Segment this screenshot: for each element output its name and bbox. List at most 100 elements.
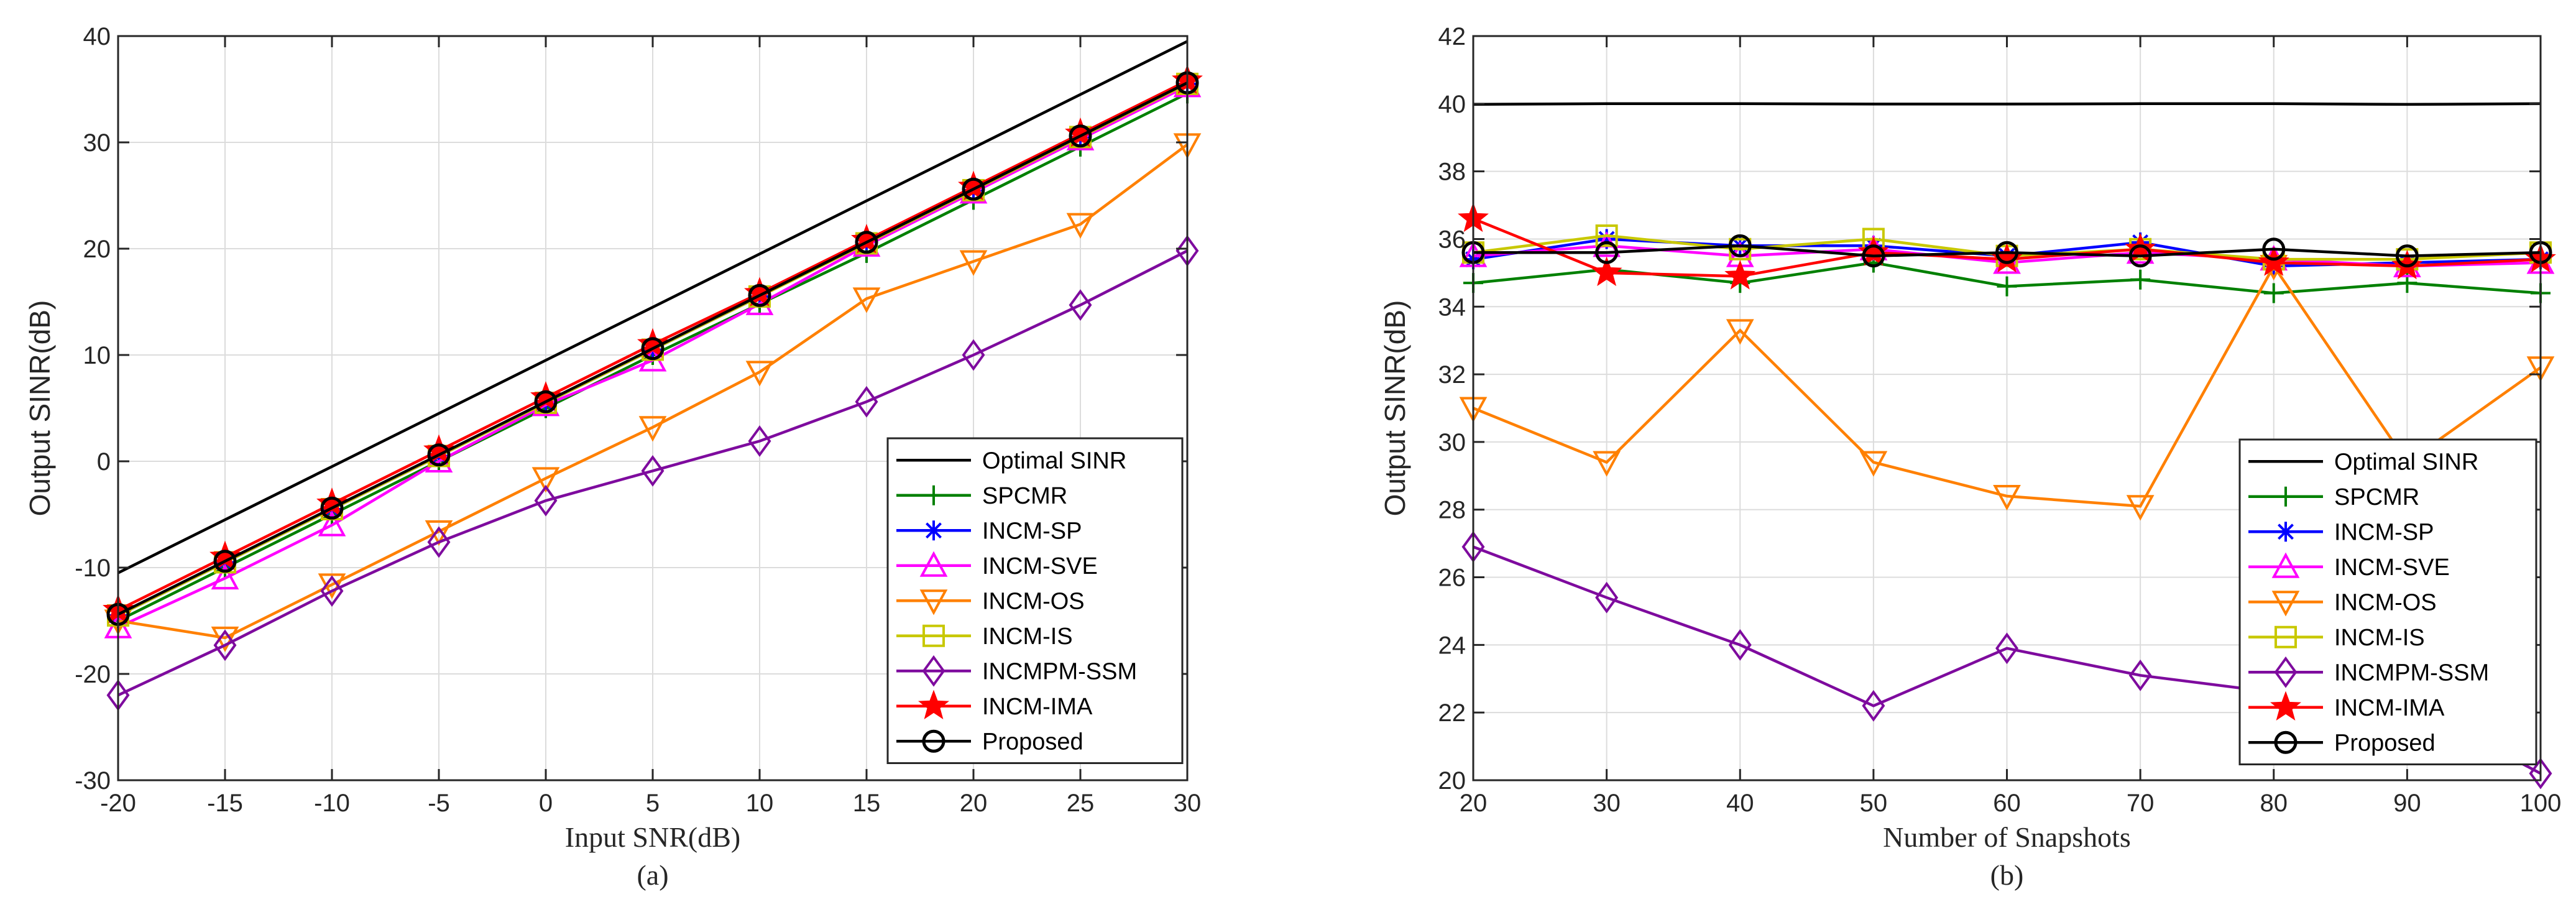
data-point — [318, 510, 346, 537]
data-point — [534, 484, 558, 517]
series-line — [1473, 244, 2541, 257]
data-point — [959, 250, 988, 276]
y-tick-label: 10 — [83, 342, 111, 369]
data-point — [211, 563, 239, 590]
legend-label: INCMPM-SSM — [982, 658, 1137, 684]
data-point — [641, 454, 665, 487]
data-point — [1596, 229, 1617, 249]
legend-label: Optimal SINR — [982, 448, 1126, 474]
y-tick-label: 38 — [1438, 159, 1466, 186]
x-tick-label: 30 — [1593, 790, 1621, 817]
y-tick-label: 20 — [1438, 767, 1466, 795]
x-tick-label: 30 — [1174, 790, 1202, 817]
data-point — [1066, 213, 1095, 239]
data-point — [851, 224, 882, 254]
data-point — [958, 170, 989, 201]
y-tick-label: 34 — [1438, 293, 1466, 321]
data-point — [1595, 581, 1619, 614]
data-point — [2262, 237, 2286, 261]
data-point — [1591, 256, 1622, 287]
data-point — [213, 550, 237, 573]
data-point — [2529, 757, 2552, 790]
data-point — [2128, 659, 2152, 691]
data-point — [213, 629, 237, 661]
data-point — [641, 337, 665, 361]
legend-label: INCM-OS — [982, 588, 1085, 614]
data-point — [2130, 269, 2151, 290]
data-point — [2258, 246, 2289, 276]
legend-label: INCM-SVE — [982, 553, 1098, 579]
x-tick-label: 20 — [960, 790, 988, 817]
series-line — [117, 249, 1189, 697]
legend-label: SPCMR — [2334, 484, 2419, 510]
y-tick-label: -20 — [75, 661, 111, 688]
x-tick-label: 100 — [2520, 790, 2562, 817]
data-point — [852, 287, 881, 313]
series-line — [117, 81, 1189, 616]
legend: Optimal SINR SPCMR INCM-SP INCM-SVE INCM-OS I… — [886, 437, 1184, 764]
x-tick-label: -15 — [207, 790, 243, 817]
data-point — [320, 496, 344, 520]
data-point — [962, 177, 985, 201]
legend-label: SPCMR — [982, 483, 1067, 509]
panel-caption: (b) — [1990, 859, 2024, 891]
data-point — [1069, 289, 1092, 321]
legend-marker — [2276, 486, 2296, 507]
data-point — [2126, 495, 2155, 521]
x-axis-label: Input SNR(dB) — [565, 821, 740, 853]
x-tick-label: -20 — [100, 790, 136, 817]
data-point — [427, 526, 451, 558]
x-tick-label: 70 — [2127, 790, 2155, 817]
y-tick-label: -10 — [75, 555, 111, 582]
legend-label: Optimal SINR — [2334, 449, 2478, 475]
legend-marker — [2276, 522, 2296, 542]
data-point — [1724, 260, 1756, 290]
legend-marker — [919, 551, 948, 577]
data-point — [1862, 244, 1885, 268]
data-point — [745, 361, 774, 387]
data-point — [744, 277, 775, 307]
y-axis-label: Output SINR(dB) — [24, 300, 56, 517]
legend-marker — [924, 485, 944, 505]
data-point — [1995, 632, 2018, 665]
x-axis-label: Number of Snapshots — [1883, 821, 2131, 853]
x-tick-label: 0 — [539, 790, 553, 817]
x-tick-label: 10 — [746, 790, 774, 817]
data-point — [1862, 689, 1885, 722]
data-point — [1997, 276, 2017, 297]
x-tick-label: 60 — [1993, 790, 2021, 817]
legend-marker — [2275, 625, 2297, 648]
legend-marker — [2274, 730, 2298, 754]
y-tick-label: 22 — [1438, 699, 1466, 727]
x-tick-label: -10 — [314, 790, 350, 817]
data-point — [1857, 236, 1889, 266]
y-tick-label: 36 — [1438, 226, 1466, 253]
data-point — [1993, 484, 2021, 511]
series-optimal-sinr — [117, 40, 1189, 574]
data-point — [962, 339, 985, 371]
legend-label: INCM-SP — [2334, 519, 2434, 545]
series-line — [1473, 263, 2542, 508]
legend-marker — [924, 520, 944, 541]
data-point — [1859, 451, 1888, 477]
legend-marker — [922, 655, 945, 687]
x-tick-label: 80 — [2260, 790, 2288, 817]
y-tick-label: 30 — [83, 129, 111, 157]
data-point — [1069, 124, 1092, 148]
legend-marker — [2271, 552, 2300, 578]
data-point — [1595, 241, 1619, 264]
data-point — [531, 467, 560, 493]
data-point — [1995, 241, 2018, 264]
legend-marker — [2271, 591, 2300, 617]
y-tick-label: -30 — [75, 767, 111, 795]
legend-label: INCM-SP — [982, 518, 1082, 544]
legend-marker — [919, 589, 948, 615]
legend-marker — [2270, 691, 2301, 721]
y-tick-label: 26 — [1438, 564, 1466, 592]
x-tick-label: 5 — [646, 790, 660, 817]
data-point — [1728, 629, 1752, 661]
series-proposed — [1461, 234, 2552, 268]
data-point — [2128, 244, 2152, 268]
data-point — [855, 231, 878, 254]
data-point — [855, 385, 878, 418]
